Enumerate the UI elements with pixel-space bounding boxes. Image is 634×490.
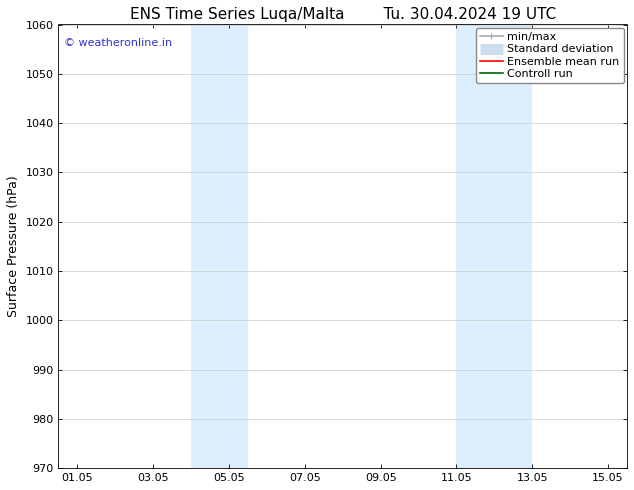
Y-axis label: Surface Pressure (hPa): Surface Pressure (hPa) xyxy=(7,175,20,317)
Title: ENS Time Series Luqa/Malta        Tu. 30.04.2024 19 UTC: ENS Time Series Luqa/Malta Tu. 30.04.202… xyxy=(129,7,556,22)
Bar xyxy=(456,24,533,468)
Text: © weatheronline.in: © weatheronline.in xyxy=(64,38,172,48)
Bar xyxy=(191,24,248,468)
Legend: min/max, Standard deviation, Ensemble mean run, Controll run: min/max, Standard deviation, Ensemble me… xyxy=(476,28,624,83)
